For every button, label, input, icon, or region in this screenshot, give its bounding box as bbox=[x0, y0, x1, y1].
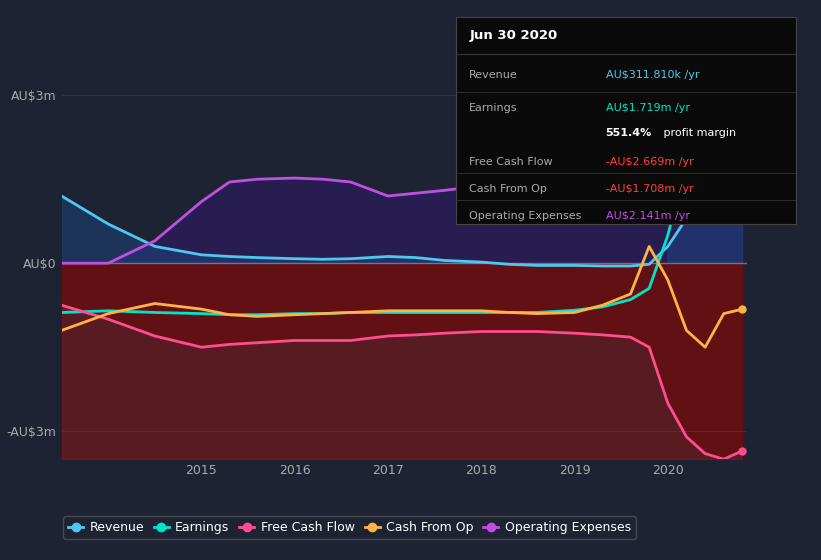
Text: Free Cash Flow: Free Cash Flow bbox=[470, 157, 553, 167]
Text: Cash From Op: Cash From Op bbox=[470, 184, 547, 194]
Text: Earnings: Earnings bbox=[470, 103, 518, 113]
Text: profit margin: profit margin bbox=[660, 128, 736, 138]
Text: Revenue: Revenue bbox=[470, 70, 518, 80]
Text: -AU$1.708m /yr: -AU$1.708m /yr bbox=[606, 184, 693, 194]
Text: Jun 30 2020: Jun 30 2020 bbox=[470, 29, 557, 42]
Text: AU$2.141m /yr: AU$2.141m /yr bbox=[606, 211, 690, 221]
Text: -AU$2.669m /yr: -AU$2.669m /yr bbox=[606, 157, 693, 167]
Text: AU$311.810k /yr: AU$311.810k /yr bbox=[606, 70, 699, 80]
Legend: Revenue, Earnings, Free Cash Flow, Cash From Op, Operating Expenses: Revenue, Earnings, Free Cash Flow, Cash … bbox=[63, 516, 636, 539]
Text: Operating Expenses: Operating Expenses bbox=[470, 211, 581, 221]
Text: AU$1.719m /yr: AU$1.719m /yr bbox=[606, 103, 690, 113]
Text: 551.4%: 551.4% bbox=[606, 128, 652, 138]
